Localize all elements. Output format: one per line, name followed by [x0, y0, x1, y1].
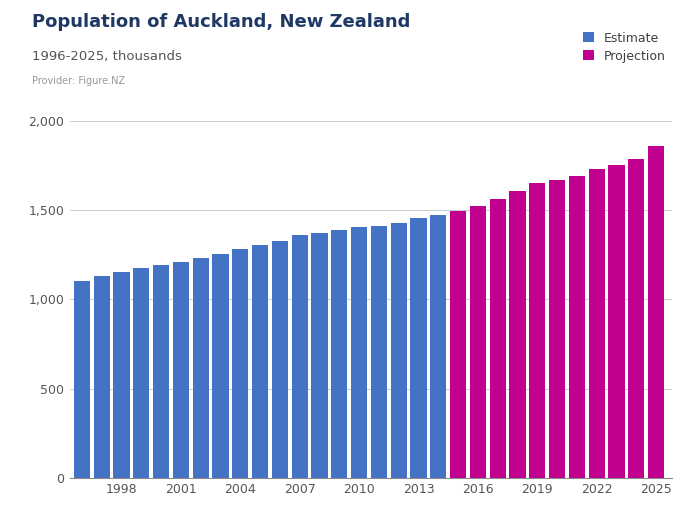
Bar [510, 191, 526, 478]
Bar [608, 165, 624, 478]
Bar [628, 159, 645, 478]
Bar [94, 276, 110, 478]
Bar [489, 199, 506, 478]
Text: Provider: Figure.NZ: Provider: Figure.NZ [32, 76, 125, 86]
Text: 1996-2025, thousands: 1996-2025, thousands [32, 50, 181, 63]
Bar [391, 223, 407, 478]
Bar [193, 258, 209, 478]
Bar [410, 218, 426, 478]
Bar [589, 170, 605, 478]
Bar [549, 180, 566, 478]
Bar [212, 254, 229, 478]
Bar [232, 249, 248, 478]
Bar [430, 215, 447, 478]
Text: figure.nz: figure.nz [589, 16, 673, 34]
Bar [113, 272, 130, 478]
Bar [292, 235, 308, 478]
Text: Population of Auckland, New Zealand: Population of Auckland, New Zealand [32, 13, 410, 31]
Bar [312, 233, 328, 478]
Bar [74, 281, 90, 478]
Bar [133, 268, 149, 478]
Legend: Estimate, Projection: Estimate, Projection [582, 32, 666, 63]
Bar [331, 230, 347, 478]
Bar [272, 240, 288, 478]
Bar [153, 265, 169, 478]
Bar [569, 176, 585, 478]
Bar [529, 183, 545, 478]
Bar [371, 226, 387, 478]
Bar [351, 227, 368, 478]
Bar [648, 146, 664, 478]
Bar [173, 262, 189, 478]
Bar [470, 206, 486, 478]
Bar [450, 211, 466, 478]
Bar [252, 245, 268, 478]
